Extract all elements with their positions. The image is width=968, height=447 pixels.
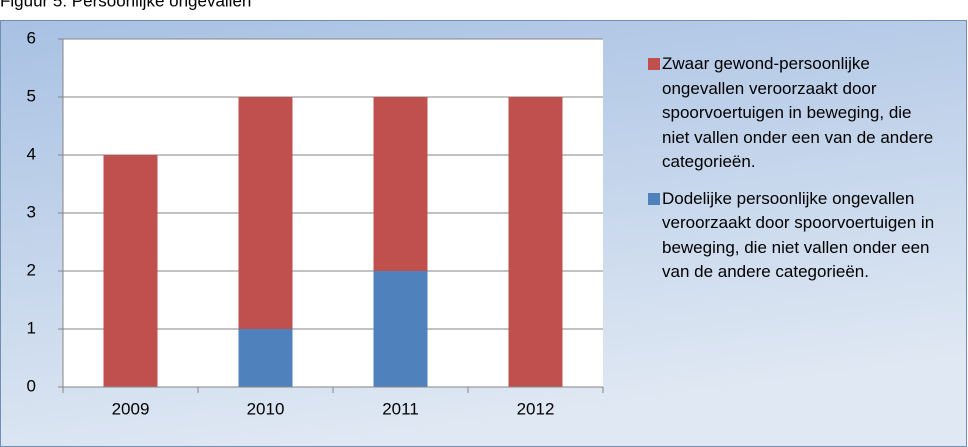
legend-item: Dodelijke persoonlijke ongevallen veroor… (640, 187, 940, 285)
legend-swatch (648, 192, 660, 205)
y-tick-label: 5 (27, 86, 36, 105)
x-tick-label: 2012 (517, 399, 555, 418)
y-tick-label: 4 (27, 144, 36, 163)
bar-segment (373, 271, 428, 387)
bar-segment (373, 97, 428, 271)
x-tick-label: 2011 (382, 399, 419, 418)
bar-segment (238, 97, 293, 329)
y-tick-label: 2 (27, 260, 36, 279)
chart-title: Figuur 5: Persoonlijke ongevallen (0, 0, 251, 10)
y-tick-label: 3 (27, 202, 36, 221)
y-tick-label: 6 (27, 28, 36, 47)
legend-label: Zwaar gewond-persoonlijke ongevallen ver… (662, 54, 934, 171)
legend-label: Dodelijke persoonlijke ongevallen veroor… (662, 188, 935, 282)
legend-item: Zwaar gewond-persoonlijke ongevallen ver… (640, 52, 940, 175)
legend-swatch (648, 58, 660, 70)
y-tick-label: 0 (27, 376, 36, 395)
bar-segment (508, 97, 563, 387)
y-tick-label: 1 (27, 318, 36, 337)
legend: Zwaar gewond-persoonlijke ongevallen ver… (640, 52, 940, 297)
bar-segment (238, 329, 293, 387)
bar-segment (103, 155, 158, 387)
x-tick-label: 2010 (247, 399, 285, 418)
x-tick-label: 2009 (112, 399, 150, 418)
